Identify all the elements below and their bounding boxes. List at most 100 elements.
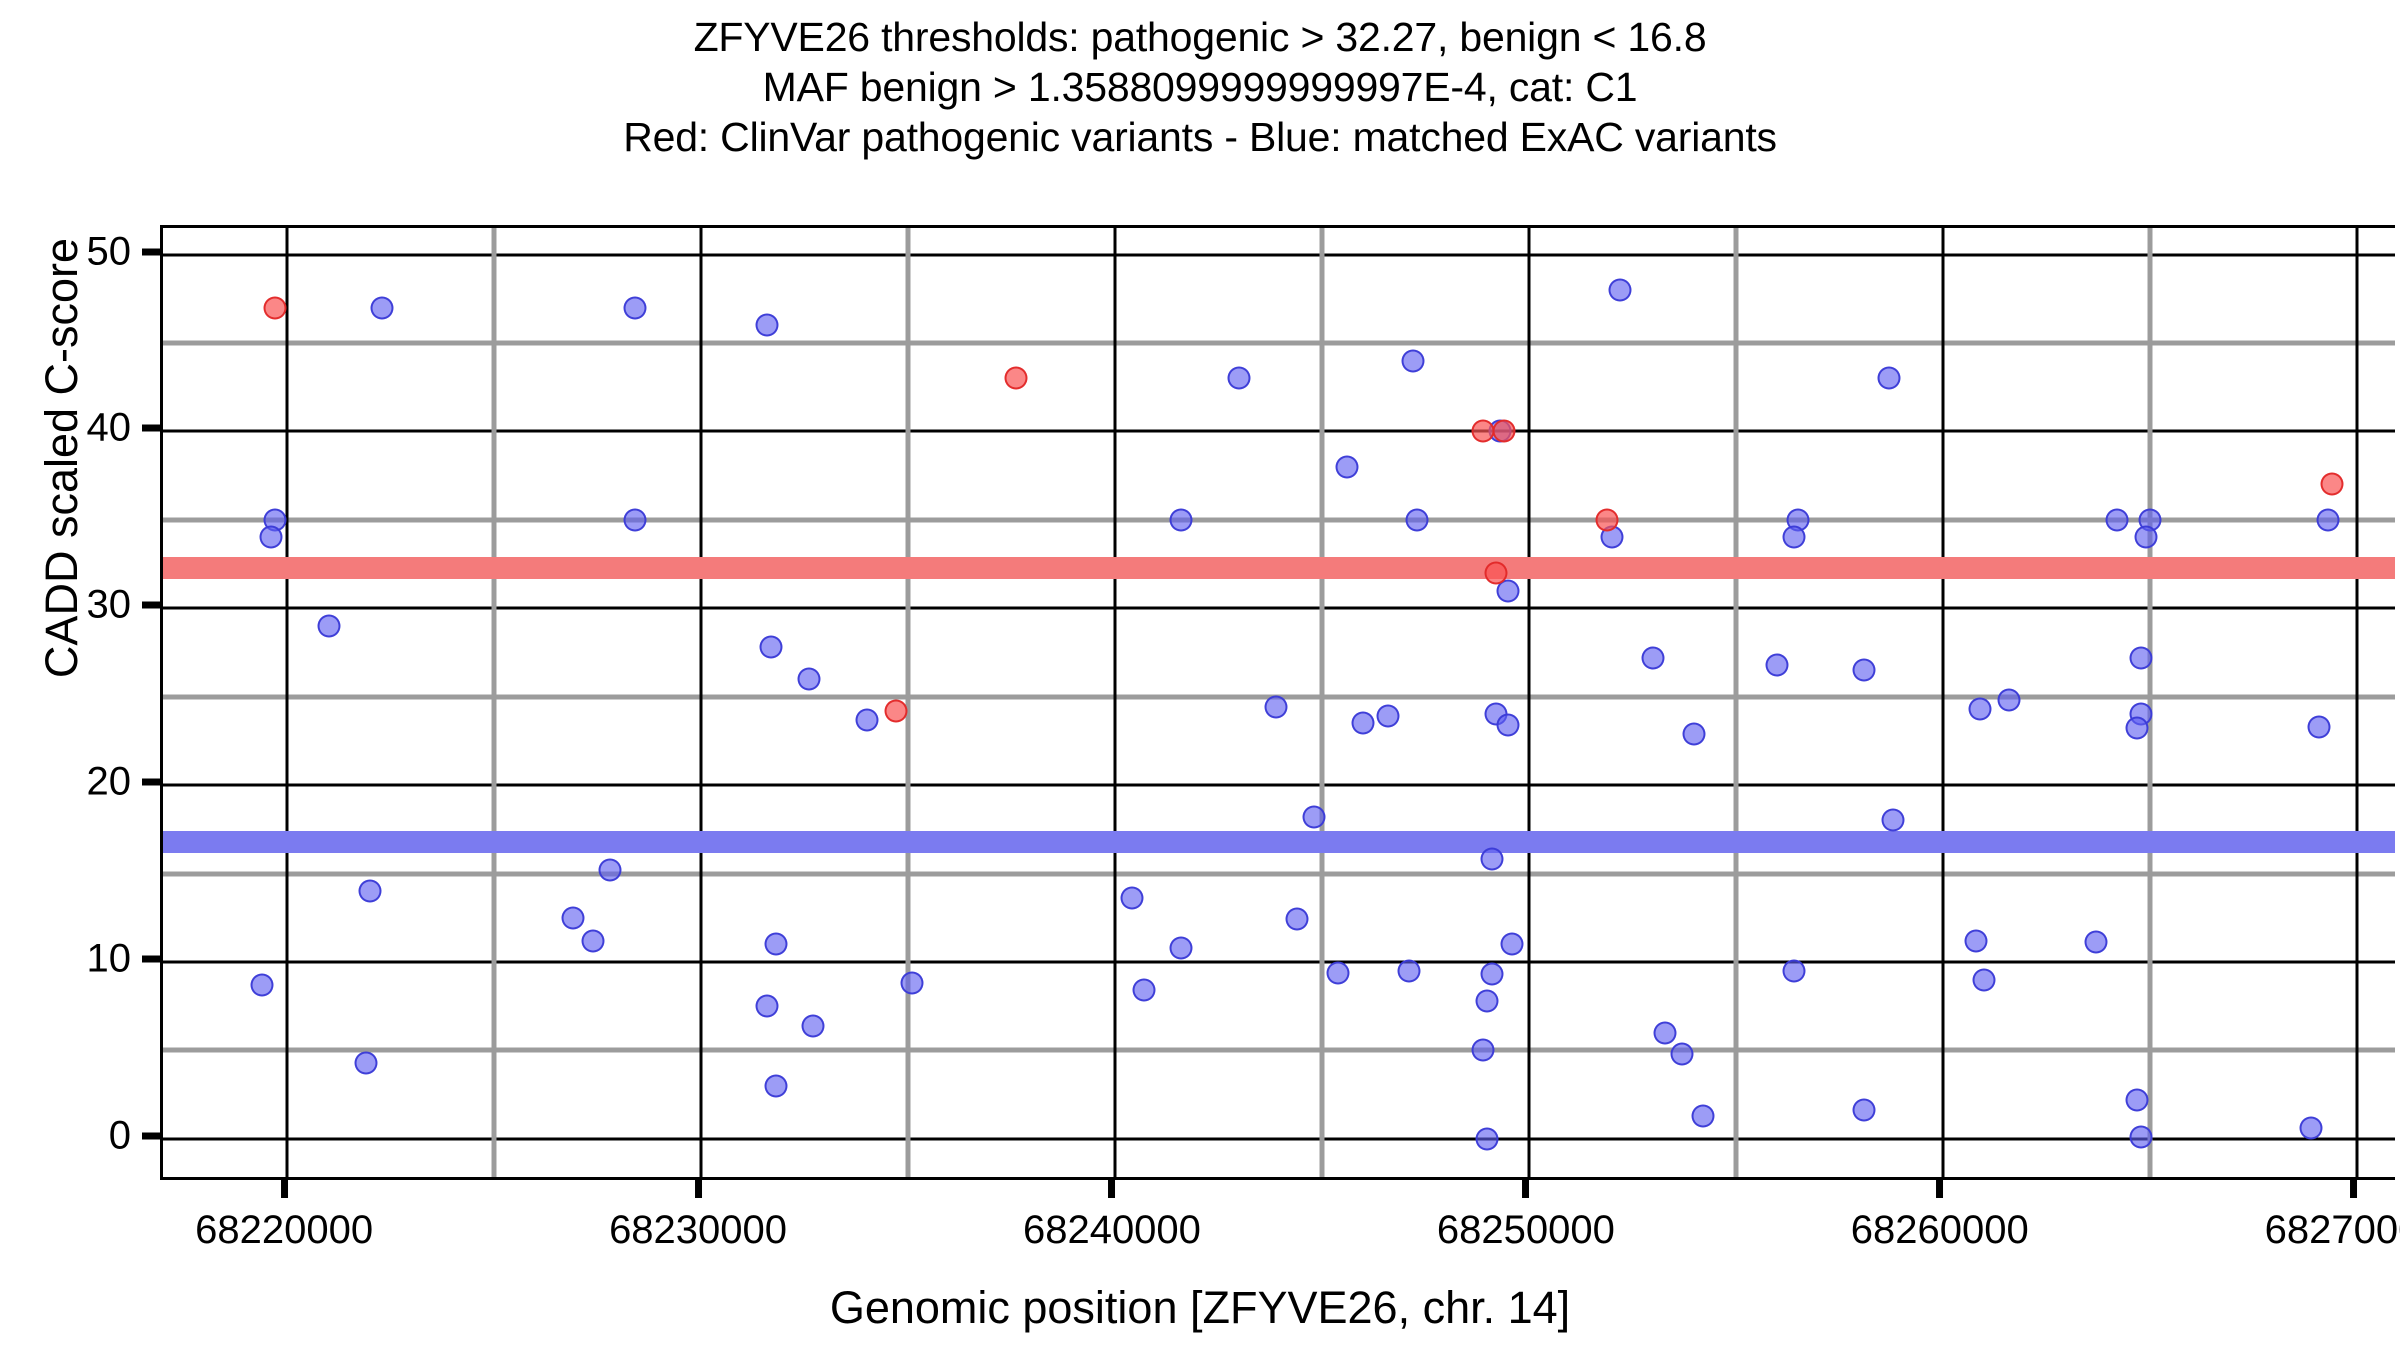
data-point-red[interactable] xyxy=(1595,508,1619,532)
data-point-blue[interactable] xyxy=(1401,349,1425,373)
data-point-blue[interactable] xyxy=(764,1074,788,1098)
gridline-x-major xyxy=(1113,228,1117,1177)
y-tick-label: 40 xyxy=(86,405,132,450)
data-point-blue[interactable] xyxy=(581,929,605,953)
data-point-blue[interactable] xyxy=(855,708,879,732)
data-point-blue[interactable] xyxy=(623,296,647,320)
data-point-blue[interactable] xyxy=(1852,658,1876,682)
data-point-blue[interactable] xyxy=(1691,1104,1715,1128)
gridline-y-major xyxy=(163,783,2395,787)
x-tick-label: 68240000 xyxy=(1022,1208,1201,1252)
x-tick: 68270000 xyxy=(2265,1180,2400,1253)
data-point-blue[interactable] xyxy=(358,879,382,903)
data-point-blue[interactable] xyxy=(1682,722,1706,746)
data-point-blue[interactable] xyxy=(259,525,283,549)
data-point-blue[interactable] xyxy=(2125,1088,2149,1112)
data-point-blue[interactable] xyxy=(1670,1042,1694,1066)
data-point-blue[interactable] xyxy=(2134,525,2158,549)
data-point-blue[interactable] xyxy=(1480,847,1504,871)
data-point-red[interactable] xyxy=(1471,419,1495,443)
data-point-blue[interactable] xyxy=(561,906,585,930)
data-point-red[interactable] xyxy=(2320,472,2344,496)
data-point-blue[interactable] xyxy=(2084,930,2108,954)
data-point-blue[interactable] xyxy=(1496,713,1520,737)
data-point-blue[interactable] xyxy=(1326,961,1350,985)
data-point-red[interactable] xyxy=(263,296,287,320)
data-point-blue[interactable] xyxy=(1397,959,1421,983)
y-tick-dash xyxy=(142,778,160,786)
data-point-blue[interactable] xyxy=(1877,366,1901,390)
data-point-blue[interactable] xyxy=(2125,716,2149,740)
data-point-blue[interactable] xyxy=(1335,455,1359,479)
x-tick: 68230000 xyxy=(609,1180,787,1253)
data-point-blue[interactable] xyxy=(1765,653,1789,677)
data-point-red[interactable] xyxy=(1004,366,1028,390)
x-tick: 68240000 xyxy=(1023,1180,1201,1253)
data-point-blue[interactable] xyxy=(1169,508,1193,532)
gridline-y-minor xyxy=(163,1047,2395,1053)
data-point-blue[interactable] xyxy=(1496,579,1520,603)
data-point-blue[interactable] xyxy=(1132,978,1156,1002)
data-point-blue[interactable] xyxy=(1351,711,1375,735)
data-point-blue[interactable] xyxy=(1480,962,1504,986)
data-point-blue[interactable] xyxy=(2129,1125,2153,1149)
data-point-blue[interactable] xyxy=(797,667,821,691)
data-point-blue[interactable] xyxy=(1169,936,1193,960)
data-point-blue[interactable] xyxy=(1881,808,1905,832)
data-point-blue[interactable] xyxy=(1471,1038,1495,1062)
gridline-x-major xyxy=(2355,228,2359,1177)
y-tick-dash xyxy=(142,248,160,256)
y-axis-title: CADD scaled C-score xyxy=(36,237,87,679)
data-point-blue[interactable] xyxy=(1500,932,1524,956)
data-point-blue[interactable] xyxy=(317,614,341,638)
data-point-red[interactable] xyxy=(884,699,908,723)
threshold-band-pathogenic xyxy=(163,557,2395,580)
data-point-blue[interactable] xyxy=(1964,929,1988,953)
plot-inner xyxy=(163,228,2395,1177)
y-tick-label: 30 xyxy=(86,582,132,627)
data-point-blue[interactable] xyxy=(1376,704,1400,728)
data-point-blue[interactable] xyxy=(755,994,779,1018)
data-point-blue[interactable] xyxy=(1653,1021,1677,1045)
x-axis-title: Genomic position [ZFYVE26, chr. 14] xyxy=(829,1282,1571,1333)
data-point-blue[interactable] xyxy=(1997,688,2021,712)
data-point-blue[interactable] xyxy=(1475,1127,1499,1151)
data-point-blue[interactable] xyxy=(755,313,779,337)
data-point-blue[interactable] xyxy=(354,1051,378,1075)
data-point-blue[interactable] xyxy=(1227,366,1251,390)
data-point-blue[interactable] xyxy=(623,508,647,532)
data-point-red[interactable] xyxy=(1484,561,1508,585)
data-point-blue[interactable] xyxy=(1285,907,1309,931)
data-point-blue[interactable] xyxy=(370,296,394,320)
data-point-blue[interactable] xyxy=(900,971,924,995)
data-point-blue[interactable] xyxy=(759,635,783,659)
data-point-blue[interactable] xyxy=(1120,886,1143,910)
data-point-blue[interactable] xyxy=(1302,805,1326,829)
gridline-x-major xyxy=(285,228,289,1177)
data-point-blue[interactable] xyxy=(1968,697,1992,721)
data-point-blue[interactable] xyxy=(1475,989,1499,1013)
data-point-blue[interactable] xyxy=(1608,278,1632,302)
data-point-red[interactable] xyxy=(1492,419,1516,443)
data-point-blue[interactable] xyxy=(2307,715,2331,739)
data-point-blue[interactable] xyxy=(598,858,622,882)
gridline-y-major xyxy=(163,1137,2395,1141)
gridline-y-major xyxy=(163,253,2395,257)
data-point-blue[interactable] xyxy=(1264,695,1288,719)
gridline-x-minor xyxy=(2147,228,2153,1177)
data-point-blue[interactable] xyxy=(1782,525,1806,549)
data-point-blue[interactable] xyxy=(2129,646,2153,670)
gridline-x-minor xyxy=(491,228,497,1177)
data-point-blue[interactable] xyxy=(1405,508,1429,532)
data-point-blue[interactable] xyxy=(1782,959,1806,983)
data-point-blue[interactable] xyxy=(1641,646,1665,670)
data-point-blue[interactable] xyxy=(2316,508,2340,532)
data-point-blue[interactable] xyxy=(1972,968,1996,992)
data-point-blue[interactable] xyxy=(250,973,274,997)
data-point-blue[interactable] xyxy=(801,1014,825,1038)
x-tick: 68260000 xyxy=(1851,1180,2029,1253)
data-point-blue[interactable] xyxy=(2299,1116,2323,1140)
data-point-blue[interactable] xyxy=(764,932,788,956)
data-point-blue[interactable] xyxy=(2105,508,2129,532)
data-point-blue[interactable] xyxy=(1852,1098,1876,1122)
